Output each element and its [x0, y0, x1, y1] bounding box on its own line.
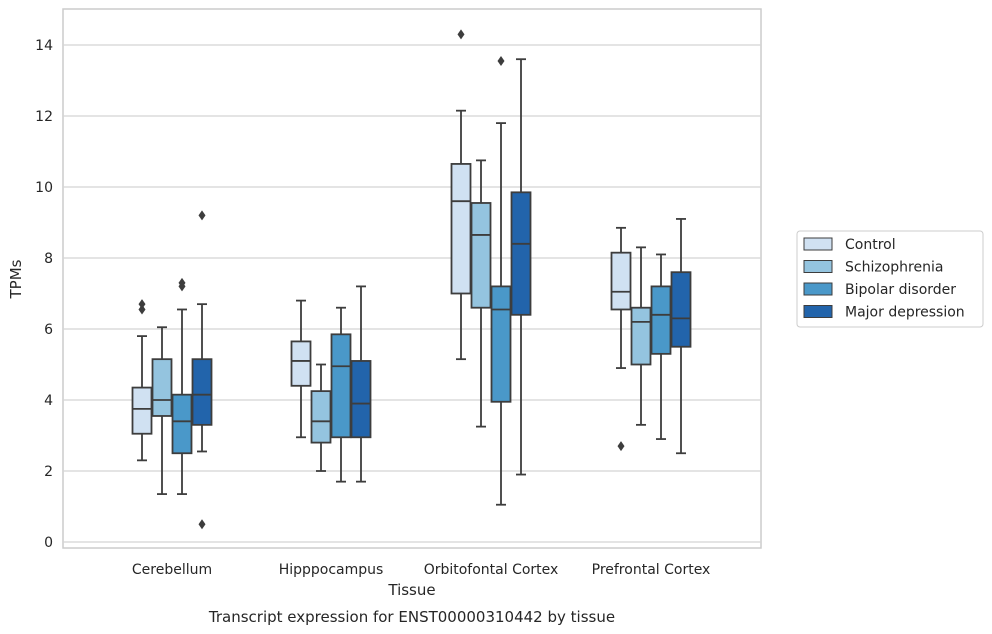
x-tick-label: Cerebellum	[132, 562, 212, 578]
box-bipolar-disorder	[330, 306, 352, 483]
outlier-point	[178, 277, 186, 288]
box-bipolar-disorder	[490, 55, 512, 506]
iqr-box	[310, 390, 332, 444]
box-control	[290, 299, 312, 439]
legend: Control Schizophrenia Bipolar disorder Majo…	[796, 230, 984, 328]
chart-caption: Transcript expression for ENST0000031044…	[208, 608, 615, 626]
iqr-box	[610, 251, 632, 311]
legend-frame	[796, 230, 984, 328]
iqr-box	[470, 202, 492, 309]
box-schizophrenia	[470, 159, 492, 428]
outlier-point	[138, 304, 146, 315]
iqr-box	[490, 285, 512, 403]
iqr-box	[650, 285, 672, 355]
box-bipolar-disorder	[650, 253, 672, 440]
iqr-box	[131, 386, 153, 435]
x-tick-label: Orbitofontal Cortex	[424, 562, 559, 578]
box-major-depression	[350, 285, 372, 483]
box-major-depression	[510, 58, 532, 476]
y-tick-label: 12	[35, 109, 53, 125]
y-tick-label: 14	[35, 38, 53, 54]
box-control	[610, 226, 632, 452]
iqr-box	[670, 271, 692, 348]
iqr-box	[350, 360, 372, 439]
box-schizophrenia	[151, 326, 173, 495]
box-major-depression	[191, 210, 213, 530]
x-axis-label: Tissue	[387, 581, 435, 599]
legend-label: Control	[845, 237, 896, 253]
outlier-point	[457, 29, 465, 40]
x-tick-labels: Cerebellum Hipppocampus Orbitofontal Corte…	[132, 562, 710, 578]
y-tick-label: 2	[44, 464, 53, 480]
box-schizophrenia	[310, 363, 332, 472]
y-tick-label: 6	[44, 322, 53, 338]
boxes	[131, 29, 692, 530]
box-bipolar-disorder	[171, 277, 193, 495]
legend-swatch	[803, 305, 833, 318]
y-axis-label: TPMs	[7, 259, 25, 299]
box-control	[450, 29, 472, 361]
legend-label: Schizophrenia	[845, 260, 943, 276]
box-major-depression	[670, 218, 692, 455]
y-tick-label: 10	[35, 180, 53, 196]
outlier-point	[198, 519, 206, 530]
iqr-box	[450, 163, 472, 295]
iqr-box	[151, 358, 173, 417]
x-tick-label: Hipppocampus	[279, 562, 384, 578]
outlier-point	[198, 210, 206, 221]
box-schizophrenia	[630, 246, 652, 426]
iqr-box	[191, 358, 213, 426]
outlier-point	[138, 299, 146, 310]
iqr-box	[630, 306, 652, 366]
iqr-box	[290, 340, 312, 387]
iqr-box	[330, 333, 352, 439]
outlier-point	[617, 441, 625, 452]
y-tick-label: 8	[44, 251, 53, 267]
legend-swatch	[803, 282, 833, 296]
y-tick-label: 4	[44, 393, 53, 409]
iqr-box	[510, 191, 532, 316]
x-tick-label: Prefrontal Cortex	[592, 562, 711, 578]
y-tick-label: 0	[44, 535, 53, 551]
legend-label: Bipolar disorder	[845, 282, 956, 298]
box-control	[131, 299, 153, 462]
iqr-box	[171, 393, 193, 455]
outlier-point	[497, 55, 505, 66]
legend-label: Major depression	[845, 305, 965, 321]
legend-swatch	[803, 237, 833, 251]
legend-swatch	[803, 260, 833, 273]
plot-area	[62, 8, 762, 549]
y-tick-labels: 0 2 4 6 8 10 12 14	[35, 38, 53, 551]
